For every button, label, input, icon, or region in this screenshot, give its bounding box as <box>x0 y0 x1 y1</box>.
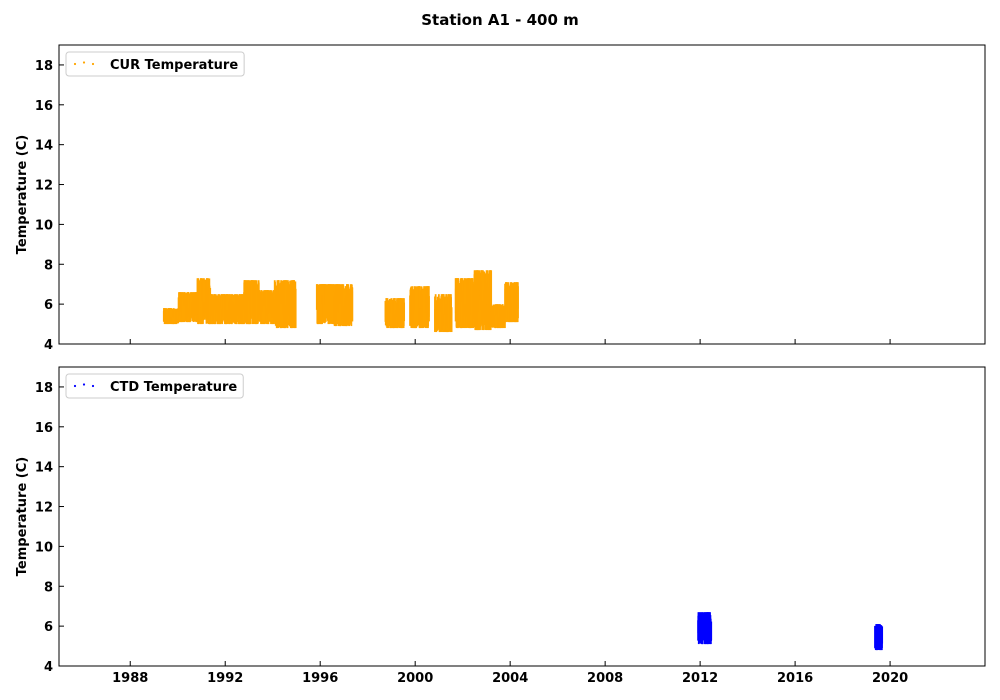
legend-marker <box>82 61 86 64</box>
data-segment <box>490 304 506 329</box>
legend-marker <box>91 384 95 388</box>
x-tick-label: 2004 <box>492 671 528 686</box>
figure-title: Station A1 - 400 m <box>421 11 579 29</box>
y-tick-label: 18 <box>35 381 53 396</box>
y-tick-label: 6 <box>44 620 53 635</box>
data-segment <box>177 292 199 323</box>
x-tick-label: 2016 <box>777 671 813 686</box>
data-segment <box>333 284 354 327</box>
data-segment <box>454 278 476 329</box>
legend-label: CTD Temperature <box>110 380 237 395</box>
x-tick-label: 2000 <box>397 671 433 686</box>
y-tick-label: 16 <box>35 99 53 114</box>
y-tick-label: 12 <box>35 501 53 516</box>
data-segment <box>315 284 335 325</box>
data-segment <box>209 294 245 325</box>
y-tick-label: 6 <box>44 298 53 313</box>
data-segment <box>162 308 180 325</box>
legend-label: CUR Temperature <box>110 58 238 73</box>
y-tick-label: 8 <box>44 258 53 273</box>
y-tick-label: 12 <box>35 179 53 194</box>
y-tick-label: 18 <box>35 59 53 74</box>
plot-frame <box>58 366 986 667</box>
data-segment <box>384 298 406 329</box>
x-tick-label: 1996 <box>302 671 338 686</box>
y-tick-label: 10 <box>35 218 53 233</box>
panel-ctd-temperature: 4 6 8 10 12 14 16 18 1988 1992 1996 2000 2004 2008 201… <box>15 366 986 686</box>
data-segment <box>257 290 276 325</box>
data-segment <box>697 612 713 645</box>
data-segment <box>874 624 884 651</box>
y-axis-label: Temperature (C) <box>15 135 30 254</box>
legend-box <box>65 51 245 77</box>
y-tick-label: 10 <box>35 540 53 555</box>
y-axis-label: Temperature (C) <box>15 457 30 576</box>
data-segment <box>243 280 260 325</box>
y-tick-label: 14 <box>35 139 53 154</box>
legend-marker <box>73 62 77 66</box>
data-segment <box>196 278 212 325</box>
data-segment <box>473 270 493 331</box>
data-segment <box>273 280 297 329</box>
legend-box <box>65 373 244 399</box>
legend: CUR Temperature <box>65 51 245 77</box>
x-tick-label: 2008 <box>587 671 623 686</box>
data-points <box>162 270 519 333</box>
data-segment <box>434 294 453 333</box>
legend-marker <box>91 62 95 66</box>
x-tick-label: 1988 <box>112 671 148 686</box>
panel-cur-temperature: 4 6 8 10 12 14 16 18 Temperature (C) CUR Temperat… <box>15 44 986 353</box>
y-tick-label: 4 <box>44 338 53 353</box>
y-tick-label: 16 <box>35 421 53 436</box>
y-tick-label: 4 <box>44 660 53 675</box>
legend: CTD Temperature <box>65 373 244 399</box>
legend-marker <box>82 383 86 386</box>
legend-marker <box>73 384 77 388</box>
data-points <box>697 612 884 651</box>
y-tick-label: 14 <box>35 461 53 476</box>
data-segment <box>409 286 430 329</box>
plot-frame <box>58 44 986 345</box>
x-tick-label: 2020 <box>872 671 908 686</box>
data-segment <box>504 282 519 323</box>
x-tick-label: 2012 <box>682 671 718 686</box>
y-tick-label: 8 <box>44 580 53 595</box>
x-tick-label: 1992 <box>207 671 243 686</box>
